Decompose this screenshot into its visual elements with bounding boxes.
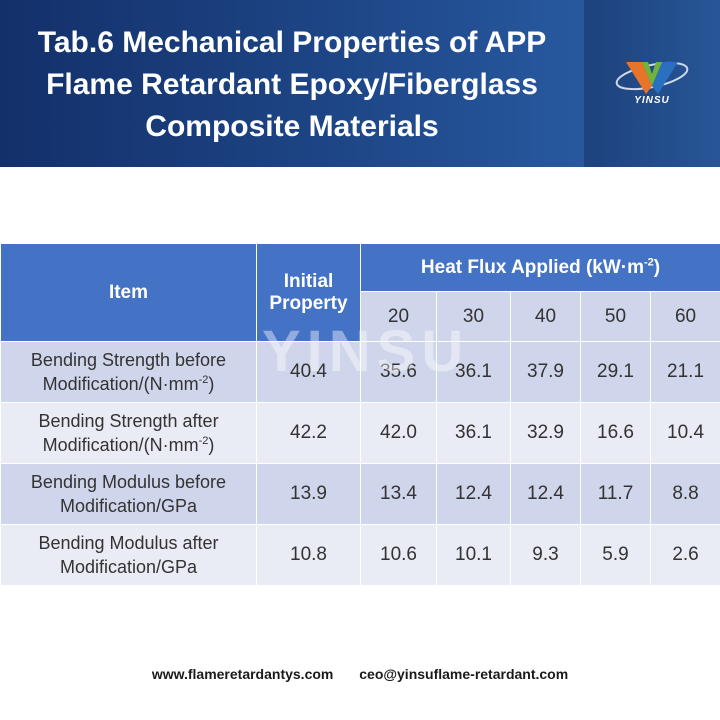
value-30: 10.1	[436, 524, 511, 586]
header-item: Item	[0, 243, 257, 342]
table-row: Bending Strength after Modification/(N·m…	[0, 402, 720, 464]
row-item-close: )	[208, 374, 215, 394]
logo-text: YINSU	[634, 95, 670, 106]
value-50: 29.1	[580, 341, 651, 403]
value-40: 12.4	[510, 463, 581, 525]
value-20: 35.6	[360, 341, 437, 403]
row-item-label: Bending Modulus before Modification/GPa	[0, 463, 257, 525]
flux-level-50: 50	[580, 291, 651, 342]
footer: www.flameretardantys.com ceo@yinsuflame-…	[0, 666, 720, 682]
value-60: 21.1	[649, 341, 720, 403]
row-item-exponent: -2	[198, 374, 209, 386]
value-60: 8.8	[649, 463, 720, 525]
table-row: Bending Strength before Modification/(N·…	[0, 341, 720, 403]
initial-value: 42.2	[256, 402, 361, 464]
row-item-line2: Modification/GPa	[59, 557, 198, 577]
value-50: 11.7	[580, 463, 651, 525]
row-item-label: Bending Modulus after Modification/GPa	[0, 524, 257, 586]
row-item-line2: Modification/(N·mm-2)	[1, 433, 256, 457]
title-line-3: Composite Materials	[145, 110, 439, 143]
heat-flux-close: )	[653, 256, 661, 278]
value-40: 9.3	[510, 524, 581, 586]
title-line-2: Flame Retardant Epoxy/Fiberglass	[46, 68, 538, 101]
initial-value: 40.4	[256, 341, 361, 403]
value-50: 16.6	[580, 402, 651, 464]
row-item-exponent: -2	[198, 435, 209, 447]
value-40: 37.9	[510, 341, 581, 403]
value-50: 5.9	[580, 524, 651, 586]
row-item-line2: Modification/(N·mm-2)	[1, 372, 256, 396]
value-20: 10.6	[360, 524, 437, 586]
header-heat-flux: Heat Flux Applied (kW·m-2)	[359, 243, 720, 292]
heat-flux-label: Heat Flux Applied (kW·m	[420, 256, 645, 278]
value-30: 36.1	[436, 402, 511, 464]
header-initial-property: Initial Property	[256, 243, 361, 342]
header-initial-line1: Initial	[283, 270, 334, 292]
value-30: 36.1	[436, 341, 511, 403]
value-20: 13.4	[360, 463, 437, 525]
value-20: 42.0	[360, 402, 437, 464]
table-row: Bending Modulus after Modification/GPa 1…	[0, 524, 720, 586]
row-item-unit: Modification/(N·mm	[42, 435, 199, 455]
page-title: Tab.6 Mechanical Properties of APP Flame…	[0, 22, 584, 148]
value-40: 32.9	[510, 402, 581, 464]
value-30: 12.4	[436, 463, 511, 525]
flux-level-20: 20	[360, 291, 437, 342]
row-item-line1: Bending Strength before	[30, 350, 227, 370]
properties-table: Item Initial Property Heat Flux Applied …	[0, 243, 720, 586]
flux-level-60: 60	[649, 291, 720, 342]
row-item-line1: Bending Modulus before	[30, 472, 227, 492]
heat-flux-exponent: -2	[644, 256, 654, 269]
website-link[interactable]: www.flameretardantys.com	[151, 666, 334, 682]
table-row: Bending Modulus before Modification/GPa …	[0, 463, 720, 525]
row-item-label: Bending Strength before Modification/(N·…	[0, 341, 257, 403]
row-item-line2: Modification/GPa	[59, 496, 198, 516]
email-link[interactable]: ceo@yinsuflame-retardant.com	[359, 666, 569, 682]
header-initial-line2: Property	[269, 292, 348, 314]
value-60: 10.4	[649, 402, 720, 464]
header-banner: Tab.6 Mechanical Properties of APP Flame…	[0, 0, 720, 167]
row-item-line1: Bending Strength after	[38, 411, 219, 431]
row-item-label: Bending Strength after Modification/(N·m…	[0, 402, 257, 464]
value-60: 2.6	[649, 524, 720, 586]
yinsu-logo-icon	[615, 61, 689, 94]
flux-level-40: 40	[510, 291, 581, 342]
row-item-close: )	[208, 435, 215, 455]
initial-value: 13.9	[256, 463, 361, 525]
initial-value: 10.8	[256, 524, 361, 586]
title-line-1: Tab.6 Mechanical Properties of APP	[37, 26, 547, 59]
row-item-unit: Modification/(N·mm	[42, 374, 199, 394]
row-item-line1: Bending Modulus after	[38, 533, 219, 553]
flux-level-30: 30	[436, 291, 511, 342]
